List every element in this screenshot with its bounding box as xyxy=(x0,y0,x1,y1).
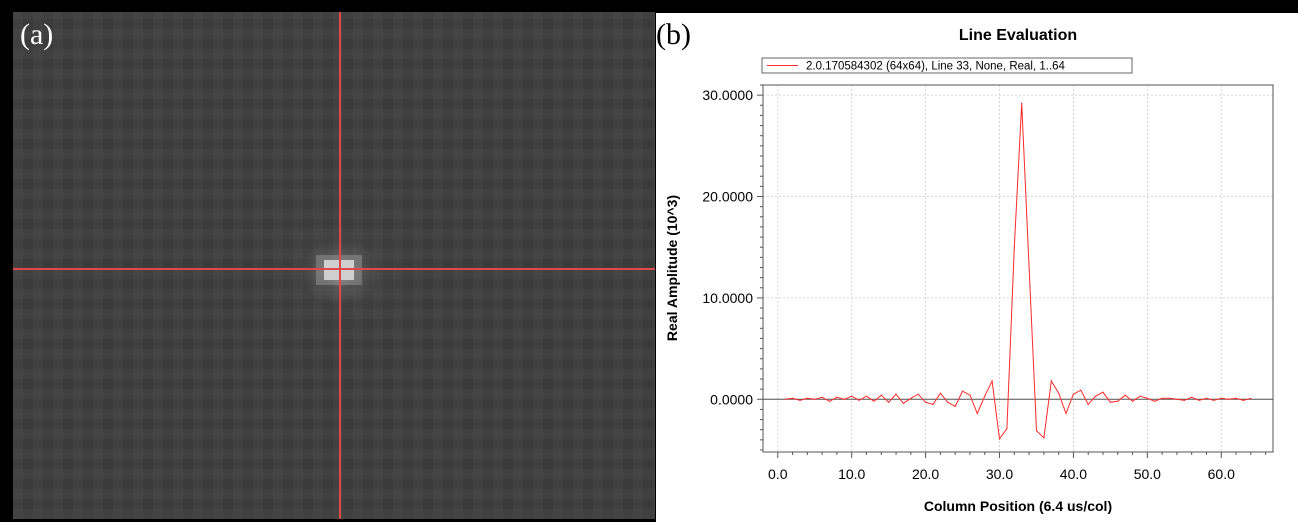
data-point xyxy=(858,399,860,401)
data-point xyxy=(1235,397,1237,399)
crosshair-horizontal[interactable] xyxy=(13,268,655,270)
data-point xyxy=(991,380,993,382)
x-axis-label: Column Position (6.4 us/col) xyxy=(924,498,1112,514)
data-point xyxy=(1013,246,1015,248)
data-point xyxy=(888,401,890,403)
series-line xyxy=(785,103,1251,441)
data-point xyxy=(792,397,794,399)
data-point xyxy=(1146,397,1148,399)
data-point xyxy=(1124,394,1126,396)
data-point xyxy=(1168,397,1171,399)
x-tick-label: 0.0 xyxy=(768,466,788,482)
data-point xyxy=(1050,380,1052,382)
crosshair-vertical[interactable] xyxy=(339,12,341,519)
data-point xyxy=(1242,399,1244,401)
data-point xyxy=(925,401,927,403)
y-tick-label: 20.0000 xyxy=(702,189,753,205)
data-point xyxy=(851,395,853,397)
data-point xyxy=(1191,396,1193,398)
data-point xyxy=(1132,400,1134,402)
x-axis: 0.0 10.0 20.0 30.0 40.0 50.0 60.0 xyxy=(768,452,1267,482)
data-point xyxy=(1220,397,1222,399)
data-point xyxy=(1198,399,1200,401)
data-point xyxy=(1154,400,1156,402)
y-axis-label: Real Amplitude (10^3) xyxy=(664,195,680,341)
data-point xyxy=(947,401,949,403)
data-point xyxy=(969,394,971,396)
data-point xyxy=(828,400,831,402)
data-point xyxy=(1028,266,1030,269)
data-point xyxy=(1072,393,1074,395)
x-tick-label: 40.0 xyxy=(1060,466,1087,482)
data-point xyxy=(932,403,934,405)
data-point xyxy=(1250,397,1252,399)
data-point xyxy=(799,399,801,401)
data-point xyxy=(1058,392,1060,394)
chart-title: Line Evaluation xyxy=(959,27,1077,44)
data-point xyxy=(910,397,912,399)
data-point xyxy=(1080,389,1082,391)
y-tick-label: 30.0000 xyxy=(702,87,753,103)
x-tick-label: 30.0 xyxy=(986,466,1013,482)
data-point xyxy=(880,394,882,396)
panel-label-a: (a) xyxy=(20,18,54,51)
data-point xyxy=(836,396,838,398)
x-tick-label: 50.0 xyxy=(1134,466,1161,482)
data-point xyxy=(1109,401,1111,403)
legend: 2.0.170584302 (64x64), Line 33, None, Re… xyxy=(761,57,1133,74)
data-point xyxy=(954,405,956,407)
data-point xyxy=(865,395,868,397)
data-point xyxy=(917,393,919,395)
data-point xyxy=(1087,403,1089,405)
data-point xyxy=(1065,412,1067,415)
data-point xyxy=(1095,395,1097,397)
data-point xyxy=(895,393,897,395)
panel-label-b: (b) xyxy=(656,18,691,51)
line-evaluation-chart: Line Evaluation 2.0.170584302 (64x64), L… xyxy=(664,27,1274,514)
image-panel xyxy=(13,12,655,519)
data-point xyxy=(784,398,786,400)
data-point xyxy=(821,396,823,398)
data-point xyxy=(1205,397,1208,399)
data-point xyxy=(843,398,845,400)
series-points xyxy=(784,102,1252,440)
data-point xyxy=(1102,391,1104,393)
chart-panel: Line Evaluation 2.0.170584302 (64x64), L… xyxy=(656,13,1298,522)
grid xyxy=(763,85,1273,452)
data-point xyxy=(984,395,986,397)
data-point xyxy=(1161,397,1163,399)
data-point xyxy=(1213,399,1215,401)
y-axis: 0.0000 10.0000 20.0000 30.0000 xyxy=(702,84,763,451)
x-tick-label: 20.0 xyxy=(912,466,939,482)
data-point xyxy=(1183,399,1185,401)
legend-box xyxy=(761,57,1133,74)
data-point xyxy=(1035,430,1038,432)
legend-entry: 2.0.170584302 (64x64), Line 33, None, Re… xyxy=(806,61,1066,73)
x-tick-label: 10.0 xyxy=(838,466,865,482)
data-point xyxy=(962,390,964,392)
data-point xyxy=(806,397,808,399)
data-point xyxy=(1117,400,1119,402)
data-point xyxy=(1006,428,1008,430)
data-point xyxy=(1021,102,1023,104)
data-point xyxy=(814,398,816,400)
data-point xyxy=(873,400,875,402)
data-point xyxy=(976,412,978,415)
data-point xyxy=(1139,395,1141,397)
data-point xyxy=(998,438,1001,440)
y-tick-label: 10.0000 xyxy=(702,290,753,306)
data-point xyxy=(939,392,941,394)
plot-frame xyxy=(762,84,1274,453)
x-tick-label: 60.0 xyxy=(1208,466,1235,482)
data-point xyxy=(1043,437,1045,439)
data-point xyxy=(902,402,904,404)
data-point xyxy=(1228,398,1230,400)
data-point xyxy=(1176,398,1178,400)
y-tick-label: 0.0000 xyxy=(710,391,753,407)
